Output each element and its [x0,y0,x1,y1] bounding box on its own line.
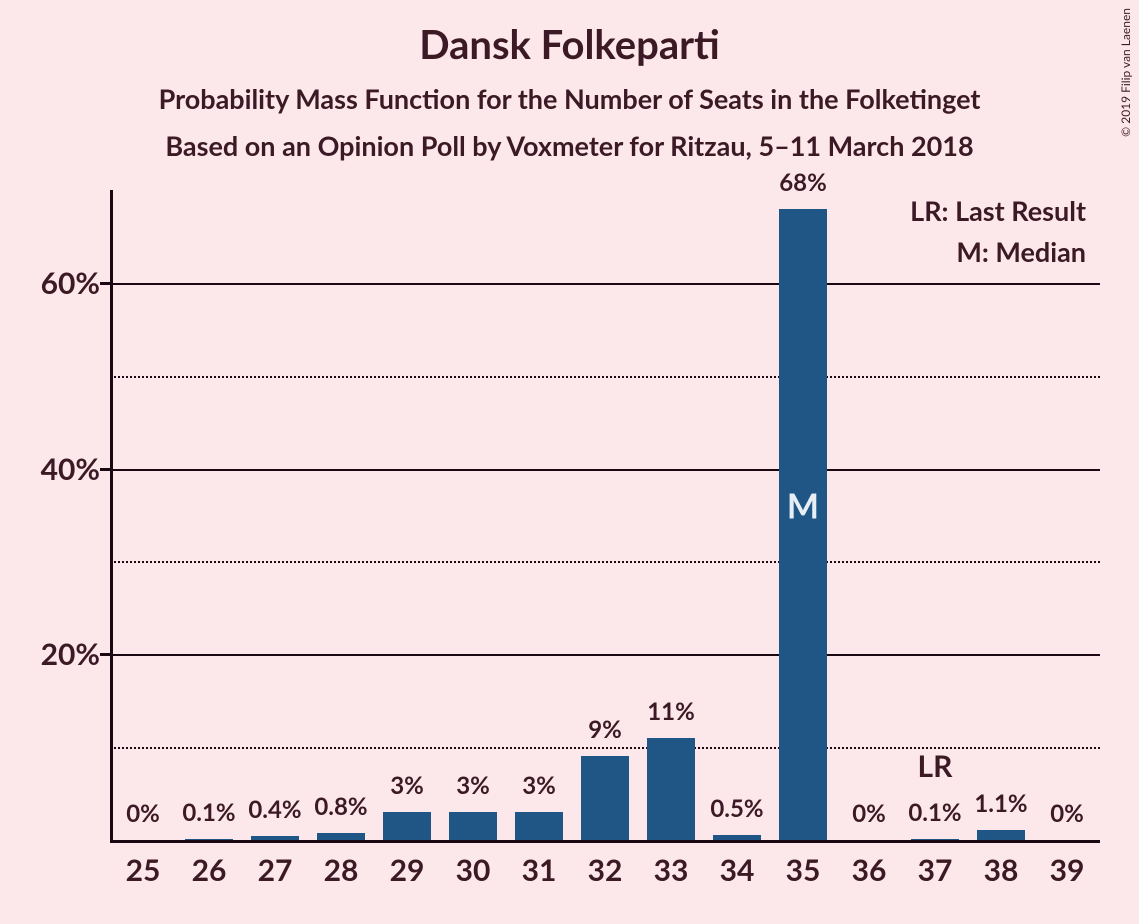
x-tick-label: 32 [588,852,623,888]
x-tick-label: 39 [1050,852,1085,888]
bar [713,835,761,840]
bar [449,812,497,840]
bar [251,836,299,840]
legend: LR: Last Result M: Median [910,194,1086,276]
bar-value-label: 0% [126,799,160,828]
bar-value-label: 0% [852,799,886,828]
y-tick-label: 60% [41,265,100,301]
x-tick-label: 25 [126,852,161,888]
median-annotation: M [787,485,819,526]
bar [317,833,365,840]
bar-value-label: 0.5% [710,794,763,823]
bar [977,830,1025,840]
bar-value-label: 68% [779,168,827,197]
gridline-minor [110,561,1100,563]
x-tick-label: 37 [918,852,953,888]
bar-value-label: 0.4% [248,795,301,824]
x-tick-label: 35 [786,852,821,888]
y-tick [100,653,110,656]
bar-value-label: 0.1% [182,798,235,827]
bar-value-label: 0.8% [314,792,367,821]
gridline-major [110,469,1100,471]
bar-value-label: 3% [522,771,556,800]
bar-value-label: 11% [647,697,695,726]
x-tick-label: 31 [522,852,557,888]
y-tick [100,282,110,285]
x-tick-label: 29 [390,852,425,888]
bar-value-label: 0% [1050,799,1084,828]
bar [185,839,233,840]
copyright-text: © 2019 Filip van Laenen [1118,8,1133,137]
x-tick-label: 33 [654,852,689,888]
bar [383,812,431,840]
y-tick-label: 40% [41,451,100,487]
bar [647,738,695,840]
bar [581,756,629,840]
chart-subtitle-1: Probability Mass Function for the Number… [0,82,1139,115]
last-result-annotation: LR [918,748,953,784]
legend-m: M: Median [910,235,1086,268]
x-tick-label: 38 [984,852,1019,888]
x-tick-label: 26 [192,852,227,888]
gridline-minor [110,376,1100,378]
gridline-major [110,654,1100,656]
bar-value-label: 1.1% [974,789,1027,818]
bar-value-label: 0.1% [908,798,961,827]
x-axis [110,840,1100,843]
bar-value-label: 9% [588,715,622,744]
plot-area: LR: Last Result M: Median 20%40%60%0%250… [110,190,1100,840]
chart-title: Dansk Folkeparti [0,0,1139,68]
y-axis [110,190,113,840]
y-tick [100,468,110,471]
legend-lr: LR: Last Result [910,194,1086,227]
x-tick-label: 34 [720,852,755,888]
bar-value-label: 3% [390,771,424,800]
chart-subtitle-2: Based on an Opinion Poll by Voxmeter for… [0,129,1139,162]
y-tick-label: 20% [41,636,100,672]
bar [515,812,563,840]
bar-value-label: 3% [456,771,490,800]
bar [911,839,959,840]
x-tick-label: 28 [324,852,359,888]
x-tick-label: 30 [456,852,491,888]
gridline-major [110,283,1100,285]
x-tick-label: 27 [258,852,293,888]
x-tick-label: 36 [852,852,887,888]
